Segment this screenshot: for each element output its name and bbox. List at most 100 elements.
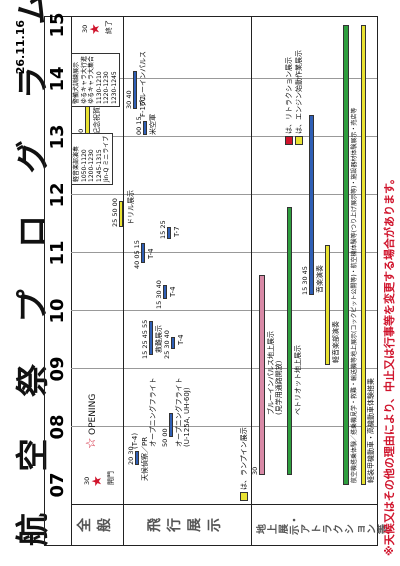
ground-label: 航空機搭乗体験／搭乗機見学・救難・輸送機等地上展示(コックピット公開等)・航空機… [351,107,358,483]
flight-label: (T-4) [131,432,139,449]
ground-label: 軽音楽部演奏 [332,321,340,363]
legend-text: は、ランプイン展示 [240,427,248,490]
ground-bar [325,245,330,365]
legend-text: は、エンジン始動作業展示 [295,50,303,134]
flight-label: 米空軍 [149,114,157,135]
star-icon: ☆ [84,437,99,449]
flight-label: (U-125A, UH-60J) [183,387,191,447]
ground-label: 音楽演奏 [316,265,324,293]
time-ticks: 15 25 [159,220,167,239]
ground-bar [259,275,265,475]
box-line: ゆるキャラ大行進 [80,55,88,104]
ground-label: ブルーインパルス地上展示 [267,331,275,415]
box-line: 1220-1230 [103,71,110,104]
ground-bar [361,25,366,485]
flight-bar [119,201,123,227]
time-ticks: 15 30 45 [301,266,309,295]
hour-15: 15 [47,12,68,38]
hour-12: 12 [47,182,68,208]
end-label: 終了 [105,20,113,34]
section-char: 飛 [147,518,163,532]
box-line: 警備犬訓練展示 [73,61,80,104]
opening-label: OPENING [88,393,98,435]
open-label: 開門 [107,471,115,485]
ground-bar [343,25,349,485]
ground-label: 軽装甲機動車・高機動車体験搭乗 [367,378,375,483]
legend-text: は、リトラクション展示 [285,57,293,134]
flight-label: オープニングフライト [175,377,183,447]
flight-label: オープニングフライト [149,377,157,447]
flight-bar [167,227,171,239]
flight-label: T-4 [147,248,155,259]
row-divider [123,17,124,545]
flight-label: 救難展示 [155,325,163,353]
legend-swatch [285,136,293,145]
drill-box: 警備犬訓練展示 ゆるキャラ大行進 ゆるキャラ大集合 1130-1210 1220… [71,52,120,107]
time-ticks: 15 25 45 55 [141,319,149,359]
hour-14: 14 [47,66,68,92]
section-char: 般 [97,518,113,532]
flight-label: ドリル展示 [127,190,135,225]
legend-swatch [295,136,303,145]
schedule-table: 07 08 09 10 11 12 13 14 15 全 般 飛 行 展 示 [44,12,389,546]
flight-label: ブルーインパルス [139,51,147,107]
time-ticks: 30 40 [125,90,133,109]
box-line: 1130-1210 [95,71,103,104]
section-ground: 地上展示・アトラクション等 [257,515,389,535]
time-ticks: 50 00 [161,428,169,447]
section-flight: 飛 行 展 示 [145,515,225,535]
hour-07: 07 [47,472,68,498]
box-line: Jin-Q ミニライブ [103,135,110,182]
hour-header: 07 08 09 10 11 12 13 14 15 [45,12,72,545]
hour-11: 11 [47,240,68,266]
box-line: 1050-1120 [80,149,88,182]
box-line: 軽音楽部演奏 [73,145,80,182]
flight-bar [141,243,145,263]
time-ticks: 25 50 00 [111,198,119,227]
hour-08: 08 [47,414,68,440]
section-char: 示 [207,518,223,532]
flight-bar [169,413,173,437]
flight-label: T-4 [177,334,185,345]
ground-label: (見学用通路開放) [275,360,283,415]
hour-10: 10 [47,298,68,324]
flight-bar [171,337,175,349]
grid-line [71,368,377,369]
time-ticks: 20 30 [127,446,135,465]
grid-line [71,426,377,427]
flight-label: 天候偵察／PR [141,436,149,481]
grid-line [71,310,377,311]
ground-bar [309,115,314,295]
grid-line [71,194,377,195]
flight-bar [163,285,167,299]
legend-ramp: は、ランプイン展示 [239,427,249,501]
box-line: ゆるキャラ大集合 [88,55,95,104]
section-general: 全 般 [75,515,115,535]
box-line: 1200-1230 [88,149,95,182]
ground-bar [287,207,292,475]
section-char: 全 [77,518,93,532]
concert-box: 軽音楽部演奏 1050-1120 1200-1230 1245-1315 Jin… [71,132,113,185]
retraction-label: は、リトラクション展示 [285,57,293,145]
time-ticks: 25 30 40 [163,330,171,359]
date-label: 26.11.16 [14,20,27,75]
hour-13: 13 [47,124,68,150]
notice-text: ※天候又はその他の理由により、中止又は行事等を変更する場合があります。 [383,173,396,556]
flight-bar [133,71,137,109]
time-ticks: 15 30 40 [155,280,163,309]
flight-bar [135,451,139,465]
time-ticks: 40 05 15 [133,240,141,269]
flight-bar [149,321,153,355]
flight-label: T-7 [173,226,181,237]
time-ticks: 00 15 [135,116,143,135]
box-line: 1230-1245 [110,71,118,104]
flight-label: T-4 [169,286,177,297]
star-icon: ★ [88,23,103,35]
grid-line [71,136,377,137]
engine-label: は、エンジン始動作業展示 [295,50,303,145]
time-ticks: 30 [251,466,259,475]
legend-swatch [240,492,248,501]
ground-label: ペトリオット地上展示 [294,345,302,415]
section-char: 展 [187,518,203,532]
